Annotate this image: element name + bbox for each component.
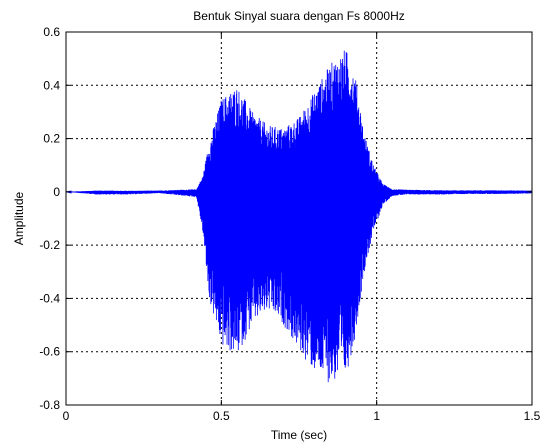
x-tick-label: 0.5 xyxy=(213,409,230,423)
y-tick-label: -0.6 xyxy=(39,345,60,359)
plot-frame xyxy=(65,31,533,406)
signal-trace xyxy=(65,50,533,383)
y-tick-label: 0.6 xyxy=(43,25,60,39)
signal-line xyxy=(65,50,533,383)
y-axis-label: Amplitude xyxy=(12,192,26,246)
x-axis-label: Time (sec) xyxy=(271,428,327,442)
y-tick-label: 0 xyxy=(53,185,60,199)
x-tick-label: 1.5 xyxy=(524,409,541,423)
y-tick-label: 0.2 xyxy=(43,132,60,146)
y-tick-label: -0.4 xyxy=(39,291,60,305)
y-tick-label: -0.8 xyxy=(39,398,60,412)
x-tick-label: 1 xyxy=(373,409,380,423)
chart-title: Bentuk Sinyal suara dengan Fs 8000Hz xyxy=(193,9,404,23)
x-tick-label: 0 xyxy=(63,409,70,423)
y-tick-label: -0.2 xyxy=(39,238,60,252)
y-tick-label: 0.4 xyxy=(43,78,60,92)
axis-ticks: 0 0.5 1 1.5 -0.8 -0.6 -0.4 -0.2 0 0.2 0.4 0.6 xyxy=(39,25,540,423)
